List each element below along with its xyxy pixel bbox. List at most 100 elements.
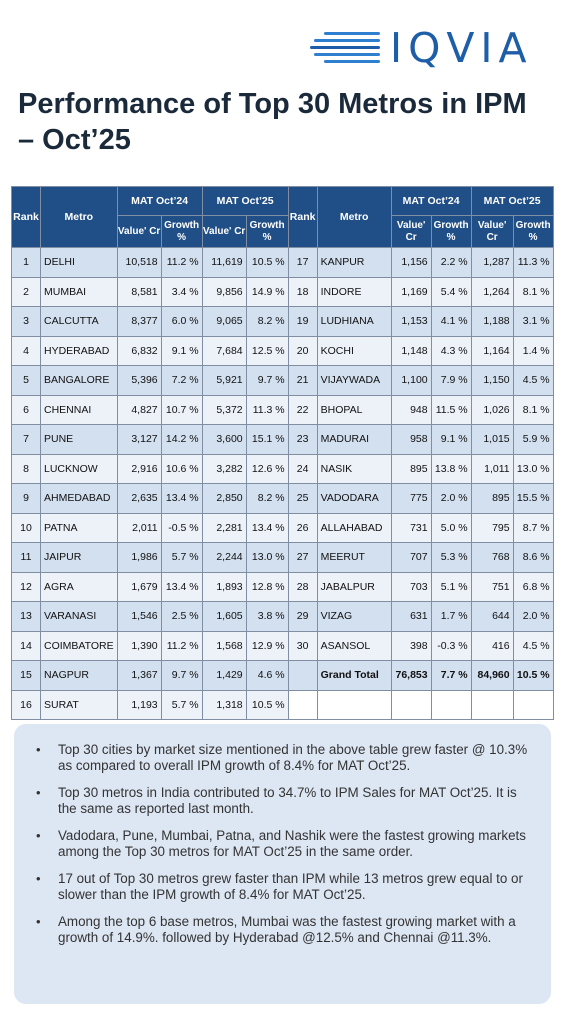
table-row: 8 LUCKNOW 2,916 10.6 % 3,282 12.6 % 24 NASIK 895… [11,453,554,484]
value-prev-cell: 1,679 [116,571,162,602]
value-curr-cell: 768 [470,542,514,573]
growth-prev-cell: 9.7 % [160,660,203,691]
rank-cell: 5 [11,365,41,396]
header-metro: Metro [316,186,392,248]
value-prev-cell: 8,581 [116,276,162,307]
note-item: Top 30 metros in India contributed to 34… [32,785,533,817]
growth-curr-cell: 15.5 % [512,483,554,514]
metro-cell: NAGPUR [40,660,118,691]
logo-wordmark: IQVIA [390,24,533,72]
value-curr-cell: 1,164 [470,335,514,366]
rank-cell: 27 [287,542,318,573]
value-prev-cell: 948 [390,394,432,425]
rank-cell: 30 [287,630,318,661]
value-prev-cell: 6,832 [116,335,162,366]
table-row: 6 CHENNAI 4,827 10.7 % 5,372 11.3 % 22 BHOPAL 94… [11,394,554,425]
growth-curr-cell: 15.1 % [245,424,289,455]
metro-cell: MADURAI [316,424,392,455]
metro-cell: VIJAYWADA [316,365,392,396]
empty-cell [390,689,432,720]
growth-prev-cell: 11.5 % [430,394,472,425]
value-prev-cell: 703 [390,571,432,602]
value-curr-cell: 1,429 [201,660,247,691]
table-row: 9 AHMEDABAD 2,635 13.4 % 2,850 8.2 % 25 VADODAR… [11,483,554,514]
value-prev-cell: 2,011 [116,512,162,543]
rank-cell: 23 [287,424,318,455]
table-row: 3 CALCUTTA 8,377 6.0 % 9,065 8.2 % 19 LUDHIANA 1… [11,306,554,337]
growth-curr-cell: 13.0 % [245,542,289,573]
header-value-cr: Value' Cr [470,215,514,248]
metro-cell: KANPUR [316,247,392,278]
metro-cell: KOCHI [316,335,392,366]
iqvia-logo-lines-icon [310,32,380,63]
growth-curr-cell: 1.4 % [512,335,554,366]
value-prev-cell: 1,148 [390,335,432,366]
page-title: Performance of Top 30 Metros in IPM – Oc… [18,88,527,156]
metro-cell: MUMBAI [40,276,118,307]
metro-cell: PUNE [40,424,118,455]
growth-prev-cell: 13.4 % [160,571,203,602]
growth-prev-cell: 5.7 % [160,689,203,720]
note-item: Among the top 6 base metros, Mumbai was … [32,914,533,946]
table-row: 1 DELHI 10,518 11.2 % 11,619 10.5 % 17 KANPUR 1,… [11,247,554,278]
value-curr-cell: 1,893 [201,571,247,602]
value-prev-cell: 5,396 [116,365,162,396]
metro-cell: JAIPUR [40,542,118,573]
rank-cell: 9 [11,483,41,514]
growth-curr-cell: 13.4 % [245,512,289,543]
metro-cell: NASIK [316,453,392,484]
grand-total-growth-prev: 7.7 % [430,660,472,691]
value-curr-cell: 1,568 [201,630,247,661]
growth-prev-cell: 2.2 % [430,247,472,278]
metro-cell: AHMEDABAD [40,483,118,514]
header-mat-curr: MAT Oct’25 [201,186,289,216]
empty-cell [470,689,514,720]
grand-total-value-prev: 76,853 [390,660,432,691]
metro-cell: ALLAHABAD [316,512,392,543]
value-curr-cell: 1,264 [470,276,514,307]
rank-cell: 17 [287,247,318,278]
rank-cell: 29 [287,601,318,632]
rank-cell: 1 [11,247,41,278]
header-mat-curr: MAT Oct’25 [470,186,554,216]
value-curr-cell: 1,188 [470,306,514,337]
growth-curr-cell: 8.2 % [245,306,289,337]
metro-cell: VIZAG [316,601,392,632]
metro-cell: CALCUTTA [40,306,118,337]
growth-curr-cell: 8.7 % [512,512,554,543]
value-curr-cell: 7,684 [201,335,247,366]
header-growth: Growth % [430,215,472,248]
value-prev-cell: 2,635 [116,483,162,514]
empty-cell [316,689,392,720]
growth-curr-cell: 12.9 % [245,630,289,661]
growth-curr-cell: 4.5 % [512,630,554,661]
value-curr-cell: 1,605 [201,601,247,632]
table-row: 13 VARANASI 1,546 2.5 % 1,605 3.8 % 29 VIZAG 631… [11,601,554,632]
value-curr-cell: 795 [470,512,514,543]
growth-curr-cell: 4.6 % [245,660,289,691]
growth-prev-cell: 3.4 % [160,276,203,307]
rank-cell: 4 [11,335,41,366]
grand-total-growth-curr: 10.5 % [512,660,554,691]
rank-cell: 16 [11,689,41,720]
metro-cell: INDORE [316,276,392,307]
value-prev-cell: 775 [390,483,432,514]
grand-total-label: Grand Total [316,660,392,691]
growth-curr-cell: 12.8 % [245,571,289,602]
table-row: 5 BANGALORE 5,396 7.2 % 5,921 9.7 % 21 VIJAYWAD… [11,365,554,396]
rank-cell: 25 [287,483,318,514]
empty-cell [430,689,472,720]
notes-list: Top 30 cities by market size mentioned i… [32,742,533,946]
growth-prev-cell: 6.0 % [160,306,203,337]
value-prev-cell: 4,827 [116,394,162,425]
growth-prev-cell: 11.2 % [160,247,203,278]
value-curr-cell: 9,065 [201,306,247,337]
metro-cell: PATNA [40,512,118,543]
growth-prev-cell: 5.4 % [430,276,472,307]
header-growth: Growth % [245,215,289,248]
value-curr-cell: 1,015 [470,424,514,455]
growth-curr-cell: 3.8 % [245,601,289,632]
header-value-cr: Value' Cr [390,215,432,248]
header-rank: Rank [11,186,41,248]
table-body: 1 DELHI 10,518 11.2 % 11,619 10.5 % 17 KANPUR 1,… [11,247,554,720]
